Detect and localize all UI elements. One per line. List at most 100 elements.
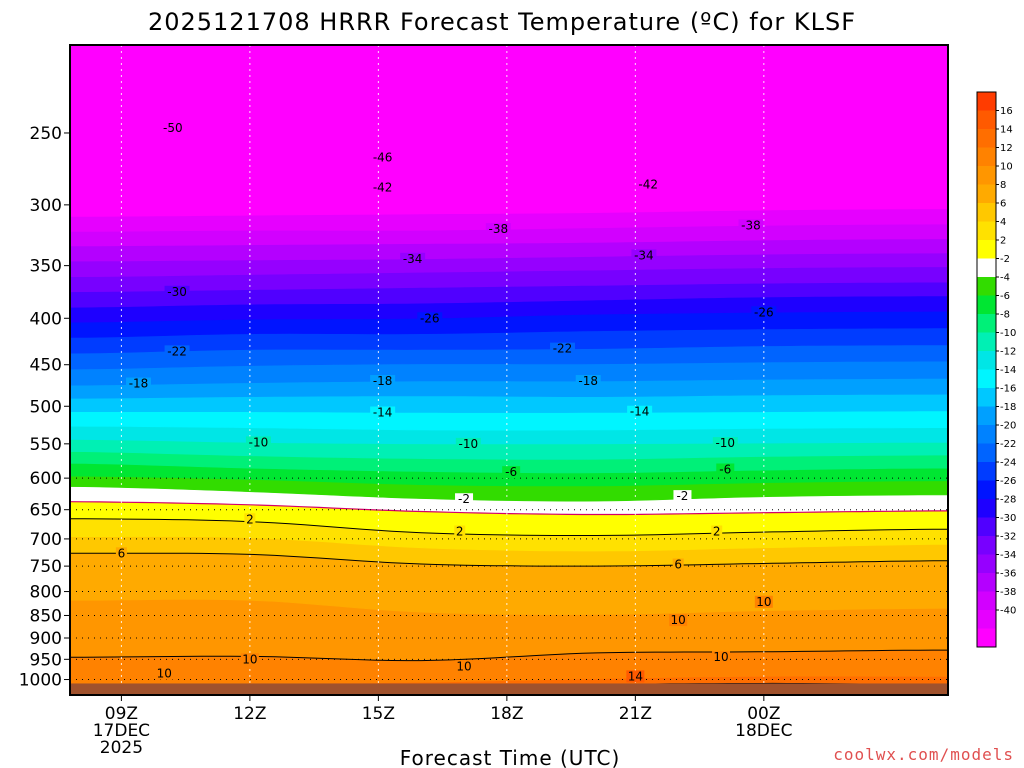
colorbar-label: 16 [1000, 106, 1013, 117]
contour-label-bg [673, 490, 692, 503]
colorbar-label: 2 [1000, 236, 1006, 247]
colorbar-swatch [977, 610, 996, 629]
colorbar-label: -32 [1000, 532, 1016, 543]
contour-label: -46 [373, 150, 393, 164]
contour-label: -18 [129, 377, 149, 391]
contour-label: 2 [246, 512, 254, 526]
contour-label: 10 [756, 595, 771, 609]
contour-label: 6 [674, 558, 682, 572]
contour-label-bg [712, 651, 731, 664]
colorbar-label: -20 [1000, 421, 1016, 432]
contour-label: -26 [420, 311, 440, 325]
colorbar-swatch [977, 92, 996, 111]
colorbar-swatch [977, 591, 996, 611]
ground-surface [70, 683, 948, 695]
colorbar-label: -28 [1000, 495, 1016, 506]
colorbar-label: -18 [1000, 402, 1016, 413]
contour-label-bg [669, 614, 688, 627]
credit-link[interactable]: coolwx.com/models [833, 745, 1014, 764]
colorbar-swatch [977, 184, 996, 204]
colorbar-label: 10 [1000, 162, 1013, 173]
contour-label-bg [550, 342, 576, 355]
colorbar-label: 6 [1000, 199, 1006, 210]
contour-label: -50 [163, 121, 183, 135]
contour-label-bg [754, 595, 773, 608]
colorbar-swatch [977, 628, 996, 648]
contour-label-bg [370, 406, 396, 419]
contour-label-bg [164, 285, 190, 298]
colorbar-label: -26 [1000, 476, 1016, 487]
contour-label: 10 [671, 613, 686, 627]
contour-label: -6 [505, 465, 517, 479]
contour-label: 10 [242, 652, 257, 666]
colorbar-swatch [977, 203, 996, 222]
contour-label-bg [400, 252, 426, 265]
colorbar-swatch [977, 573, 996, 592]
contour-label-bg [115, 547, 127, 560]
y-tick-label: 1000 [19, 671, 62, 691]
y-tick-label: 250 [30, 124, 62, 144]
contour-label: -10 [249, 435, 269, 449]
colorbar-swatch [977, 314, 996, 333]
colorbar-swatch [977, 147, 996, 167]
contour-labels: -50-46-42 -42-38 -38-34 -34-30-26 -26-22 -22-… [115, 121, 777, 683]
y-tick-label: 950 [30, 650, 62, 670]
colorbar: 16 14 12 10 8 6 4 2 -2 -4 -6 -8 -10 -12 -14 -16 -18 -20 -2… [976, 91, 1016, 648]
colorbar-swatch [977, 110, 996, 130]
contour-label-bg [370, 181, 396, 194]
colorbar-swatch [977, 258, 996, 278]
contour-label-bg [370, 151, 396, 164]
y-tick-label: 800 [30, 583, 62, 603]
colorbar-label: -38 [1000, 587, 1016, 598]
contour-label-bg [635, 178, 661, 191]
contour-label: -42 [373, 180, 393, 194]
contour-label: -34 [403, 252, 423, 266]
contour-label-bg [712, 437, 738, 450]
contour-label-bg [672, 558, 684, 571]
isotherm-line [70, 649, 948, 662]
y-tick-label: 750 [30, 557, 62, 577]
contour-label: 10 [157, 667, 172, 681]
temperature-band [70, 410, 948, 431]
plot-area: -50-46-42 -42-38 -38-34 -34-30-26 -26-22 -22-… [70, 45, 948, 695]
y-tick-label: 450 [30, 356, 62, 376]
colorbar-label: -10 [1000, 328, 1016, 339]
colorbar-swatch [977, 406, 996, 426]
colorbar-swatch [977, 277, 996, 296]
colorbar-swatch [977, 499, 996, 518]
colorbar-swatch [977, 129, 996, 148]
y-axis: 250 300 350 400 450 500 550 600 650 700 750 800 850 9… [19, 124, 70, 691]
x-tick-label: 18DEC [735, 721, 792, 741]
contour-label-bg [370, 375, 396, 388]
contour-label-bg [627, 405, 653, 418]
colorbar-label: -30 [1000, 513, 1016, 524]
colorbar-label: -12 [1000, 347, 1016, 358]
colorbar-swatch [977, 369, 996, 389]
temperature-bands [70, 60, 948, 695]
contour-label-bg [502, 466, 521, 479]
contour-label-bg [164, 345, 190, 358]
contour-label-bg [455, 437, 481, 450]
x-tick-label: 12Z [233, 704, 266, 724]
contour-label: -2 [458, 492, 470, 506]
contour-label-bg [751, 306, 777, 319]
contour-label: 6 [118, 546, 126, 560]
contour-label: -18 [373, 374, 393, 388]
contour-label-bg [417, 312, 443, 325]
contour-label: -38 [741, 218, 761, 232]
y-tick-label: 400 [30, 309, 62, 329]
contour-label: -30 [167, 285, 187, 299]
colorbar-label: -36 [1000, 569, 1016, 580]
x-tick-label: 2025 [100, 738, 143, 758]
colorbar-swatch [977, 221, 996, 241]
colorbar-swatch [977, 425, 996, 444]
contour-label-bg [455, 493, 474, 506]
contour-label-bg [245, 436, 271, 449]
colorbar-swatch [977, 536, 996, 555]
contour-label-bg [455, 660, 474, 673]
x-tick-label: 17DEC [93, 721, 150, 741]
x-tick-label: 09Z [105, 704, 138, 724]
contour-label: -6 [719, 463, 731, 477]
contour-label: -26 [754, 305, 774, 319]
